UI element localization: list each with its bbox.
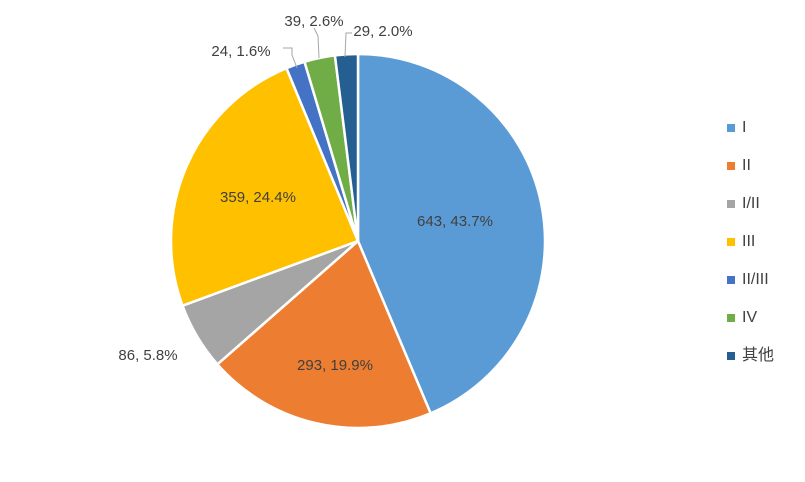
- data-label-3: 86, 5.8%: [118, 347, 177, 364]
- legend-swatch-7: [727, 352, 735, 360]
- leader-line-7: [344, 32, 352, 58]
- data-label-6: 39, 2.6%: [284, 13, 343, 30]
- legend-label-1: I: [742, 119, 746, 136]
- legend-swatch-1: [727, 124, 735, 132]
- legend-label-7: 其他: [742, 346, 774, 364]
- legend-swatch-6: [727, 314, 735, 322]
- legend-label-6: IV: [742, 309, 757, 326]
- pie-slice-1: [356, 52, 547, 415]
- leader-lines: [283, 27, 352, 69]
- data-label-1: 643, 43.7%: [417, 213, 493, 230]
- leader-line-5: [283, 47, 298, 69]
- legend-swatch-3: [727, 200, 735, 208]
- data-label-4: 359, 24.4%: [220, 189, 296, 206]
- data-label-5: 24, 1.6%: [211, 43, 270, 60]
- pie-slice-4: [169, 66, 360, 307]
- data-label-2: 293, 19.9%: [297, 357, 373, 374]
- legend-label-4: III: [742, 233, 755, 250]
- legend-label-5: II/III: [742, 271, 769, 288]
- pie-slices: [169, 52, 547, 430]
- pie-slice-7: [333, 52, 360, 243]
- legend-label-2: II: [742, 157, 751, 174]
- pie-slice-2: [216, 239, 432, 430]
- legend-swatch-5: [727, 276, 735, 284]
- legend-label-3: I/II: [742, 195, 760, 212]
- data-label-7: 29, 2.0%: [353, 23, 412, 40]
- data-labels: 643, 43.7% 293, 19.9% 86, 5.8% 359, 24.4% 24…: [118, 13, 493, 374]
- leader-line-6: [313, 27, 320, 59]
- legend-swatch-2: [727, 162, 735, 170]
- legend-swatch-4: [727, 238, 735, 246]
